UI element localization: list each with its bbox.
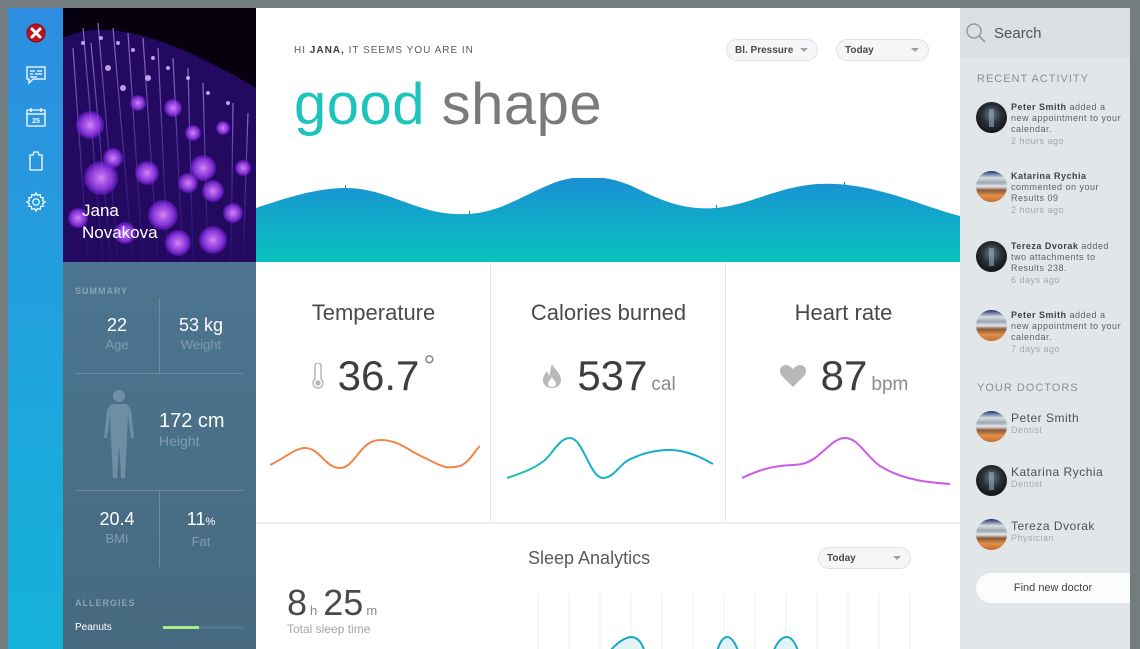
- flame-icon: [543, 364, 562, 388]
- sleep-total-label: Total sleep time: [287, 622, 371, 636]
- stat-fat: 11% Fat: [186, 509, 216, 549]
- allergy-name: Peanuts: [75, 622, 112, 633]
- sleep-total: 8 h 25 m: [287, 582, 378, 623]
- divider: [725, 262, 726, 522]
- divider: [75, 490, 243, 491]
- allergy-level-fill: [163, 626, 199, 629]
- clipboard-icon: [29, 151, 43, 171]
- your-doctors-label: YOUR DOCTORS: [977, 382, 1079, 394]
- message-icon: [26, 66, 46, 85]
- right-panel: Search RECENT ACTIVITY Peter Smith added…: [960, 8, 1130, 649]
- stat-weight: 53 kg Weight: [178, 315, 224, 352]
- summary-label: SUMMARY: [75, 286, 129, 296]
- heart-icon: [779, 365, 806, 387]
- headline: good shape: [294, 72, 603, 137]
- divider: [256, 522, 960, 524]
- period-select[interactable]: Today: [836, 39, 929, 61]
- nav-settings[interactable]: [23, 189, 49, 215]
- stat-age: 22 Age: [105, 315, 129, 352]
- allergies-label: ALLERGIES: [75, 598, 136, 608]
- sleep-chart: [537, 593, 911, 649]
- profile-panel: Jana Novakova SUMMARY 22 Age 53 kg Weigh…: [63, 8, 256, 649]
- close-icon: [26, 23, 46, 43]
- avatar: [976, 465, 1007, 496]
- search-input[interactable]: Search: [994, 24, 1042, 42]
- calories-sparkline: [506, 436, 714, 480]
- divider: [159, 298, 160, 373]
- avatar: [976, 171, 1007, 202]
- allergy-level-bar: [163, 626, 243, 629]
- main-content: HI JANA, IT SEEMS YOU ARE IN good shape …: [256, 8, 960, 649]
- avatar: [976, 411, 1007, 442]
- search-icon: [966, 23, 986, 43]
- temperature-sparkline: [270, 438, 480, 470]
- avatar: [976, 102, 1007, 133]
- avatar: [976, 310, 1007, 341]
- stat-height: 172 cm Height: [159, 410, 225, 449]
- gear-icon: [25, 191, 47, 213]
- nav-clipboard[interactable]: [23, 148, 49, 174]
- app-window: 25: [8, 8, 1130, 649]
- temperature-card: Temperature 36.7 °: [256, 262, 491, 522]
- profile-name: Jana Novakova: [82, 201, 158, 242]
- divider: [75, 373, 243, 374]
- chevron-down-icon: [893, 556, 901, 560]
- greeting: HI JANA, IT SEEMS YOU ARE IN: [294, 45, 474, 56]
- sleep-period-select[interactable]: Today: [818, 547, 911, 569]
- svg-text:25: 25: [32, 118, 40, 125]
- side-nav: 25: [8, 8, 63, 649]
- profile-cover-image: Jana Novakova: [63, 8, 256, 262]
- thermometer-icon: [311, 363, 324, 389]
- avatar: [976, 519, 1007, 550]
- heart-rate-card: Heart rate 87 bpm: [726, 262, 961, 522]
- calories-card: Calories burned 537 cal: [491, 262, 726, 522]
- blood-pressure-area-chart: [256, 178, 960, 262]
- chevron-down-icon: [911, 48, 919, 52]
- body-silhouette-icon: [104, 390, 134, 478]
- divider: [490, 262, 491, 522]
- avatar: [976, 241, 1007, 272]
- heart-rate-sparkline: [741, 436, 950, 485]
- recent-activity-label: RECENT ACTIVITY: [977, 73, 1089, 85]
- search-box[interactable]: Search: [960, 8, 1130, 58]
- close-button[interactable]: [23, 20, 49, 46]
- nav-calendar[interactable]: 25: [23, 104, 49, 130]
- find-new-doctor-button[interactable]: Find new doctor: [976, 573, 1130, 603]
- summary-section: SUMMARY 22 Age 53 kg Weight 172 cm Heigh…: [63, 262, 256, 649]
- sleep-analytics-title: Sleep Analytics: [528, 548, 651, 568]
- chevron-down-icon: [800, 48, 808, 52]
- calendar-icon: 25: [26, 108, 46, 127]
- divider: [159, 491, 160, 567]
- nav-messages[interactable]: [23, 62, 49, 88]
- metric-select[interactable]: Bl. Pressure: [726, 39, 818, 61]
- stat-bmi: 20.4 BMI: [99, 509, 135, 546]
